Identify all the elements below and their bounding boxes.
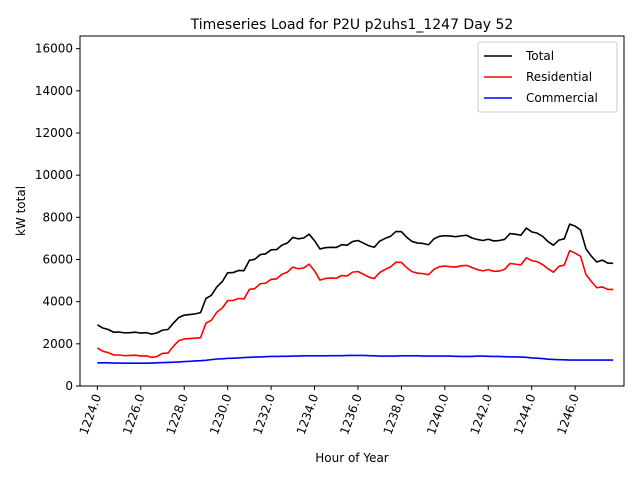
y-axis-label: kW total bbox=[14, 186, 28, 236]
y-tick-label: 2000 bbox=[42, 337, 73, 351]
legend-label-residential: Residential bbox=[526, 70, 592, 84]
legend: Total Residential Commercial bbox=[477, 41, 618, 113]
y-tick-label: 8000 bbox=[42, 210, 73, 224]
legend-label-total: Total bbox=[525, 49, 554, 63]
y-axis-ticks: 0 2000 4000 6000 8000 10000 12000 14000 16000 bbox=[35, 42, 80, 393]
series-line-commercial bbox=[97, 354, 614, 365]
y-tick-label: 16000 bbox=[35, 42, 73, 56]
x-axis-label: Hour of Year bbox=[315, 451, 389, 465]
y-tick-label: 4000 bbox=[42, 295, 73, 309]
axes-frame bbox=[79, 35, 625, 387]
legend-box bbox=[477, 41, 618, 113]
series-layer bbox=[96, 223, 614, 365]
chart-title: Timeseries Load for P2U p2uhs1_1247 Day … bbox=[190, 17, 514, 33]
y-tick-label: 6000 bbox=[42, 252, 73, 266]
y-tick-label: 10000 bbox=[35, 168, 73, 182]
series-line-residential bbox=[96, 249, 614, 359]
legend-label-commercial: Commercial bbox=[526, 91, 598, 105]
y-tick-label: 12000 bbox=[35, 126, 73, 140]
y-tick-label: 14000 bbox=[35, 84, 73, 98]
y-tick-label: 0 bbox=[65, 379, 73, 393]
series-line-total bbox=[96, 223, 614, 335]
